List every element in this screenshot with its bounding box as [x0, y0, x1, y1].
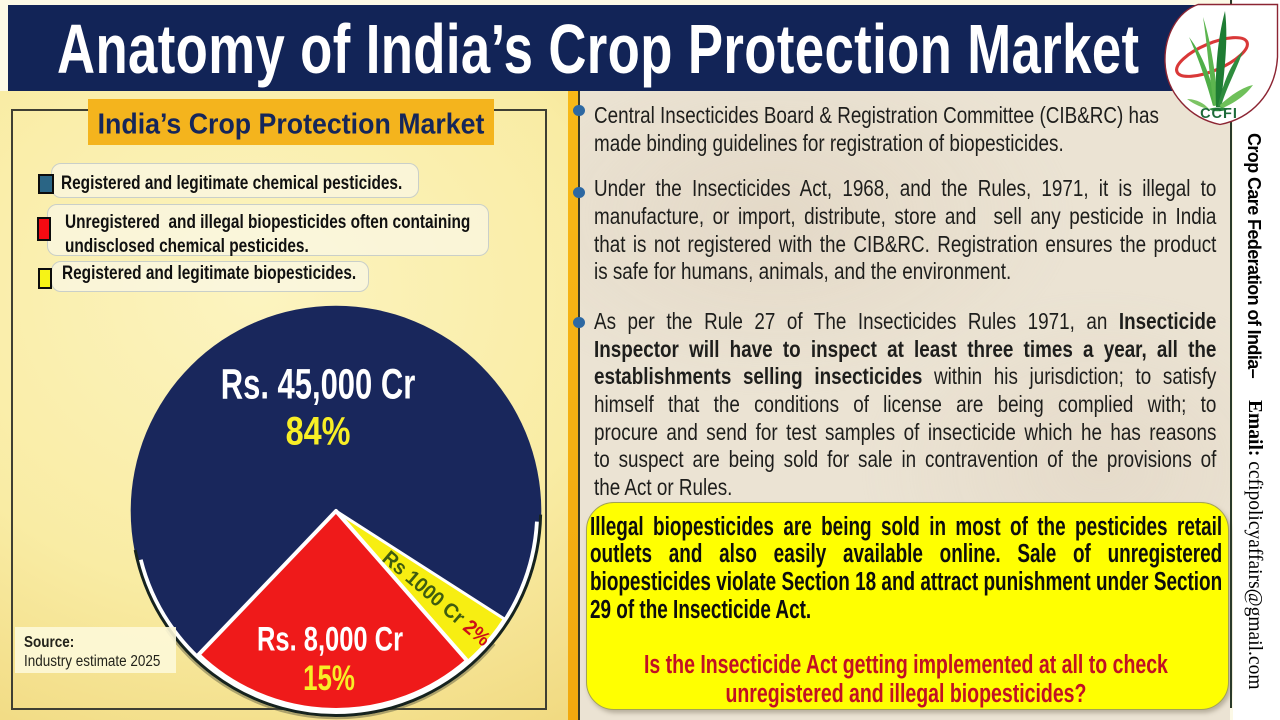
- svg-text:CCFI: CCFI: [1200, 106, 1238, 122]
